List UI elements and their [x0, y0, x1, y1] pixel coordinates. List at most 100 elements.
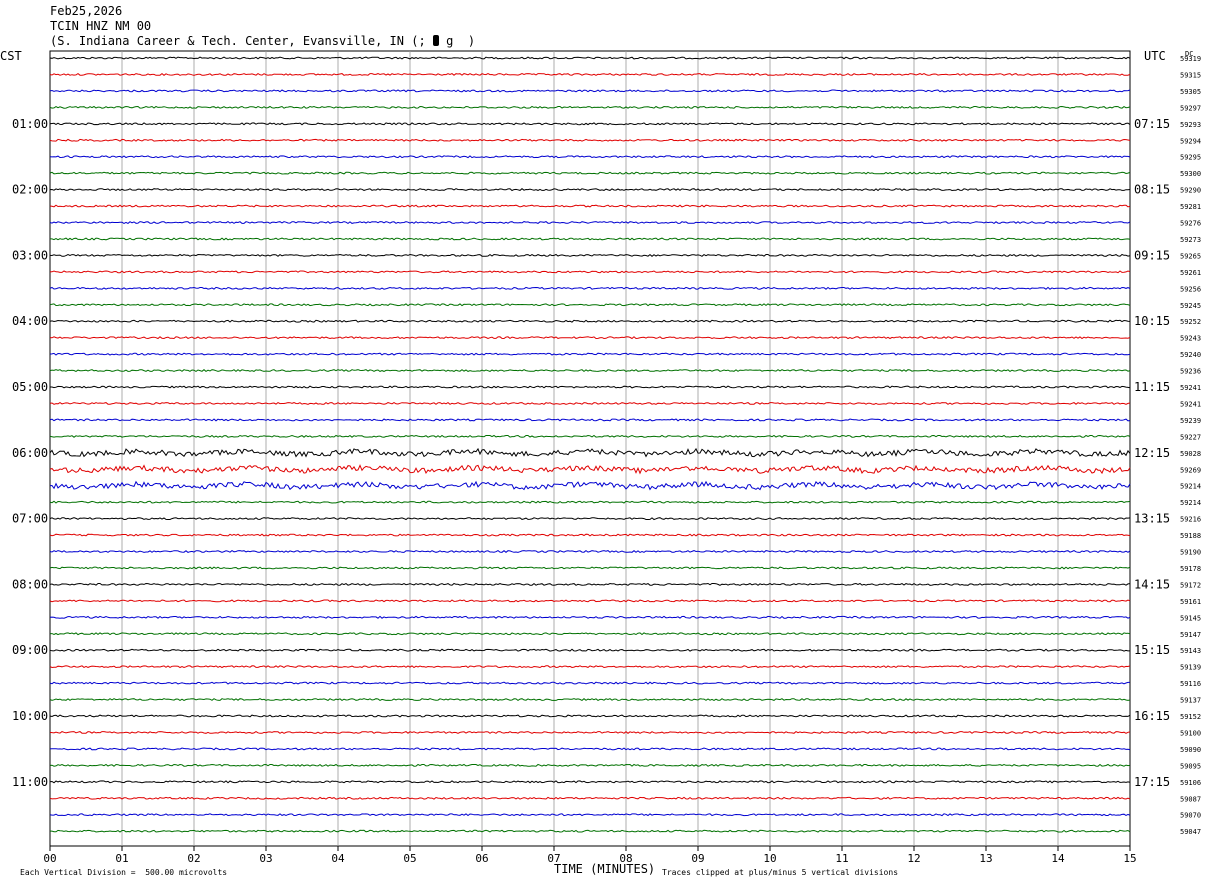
dc-offset-label: 59295 [1180, 154, 1201, 162]
right-hour-label: 08:15 [1134, 183, 1170, 197]
dc-offset-label: 59214 [1180, 499, 1201, 507]
trace-line [49, 665, 1131, 669]
plot-frame [49, 50, 1131, 847]
dc-offset-label: 59269 [1180, 466, 1201, 474]
dc-offset-label: 59256 [1180, 285, 1201, 293]
dc-offset-label: 59276 [1180, 220, 1201, 228]
right-hour-label: 09:15 [1134, 248, 1170, 262]
left-hour-label: 10:00 [12, 709, 48, 723]
dc-offset-label: 59116 [1180, 680, 1201, 688]
trace-line [49, 220, 1131, 225]
right-timezone-label: UTC [1144, 49, 1166, 63]
trace-line [49, 56, 1131, 60]
trace-line [49, 155, 1131, 159]
trace-line [49, 171, 1131, 175]
trace-line [49, 204, 1131, 208]
scale-note: Each Vertical Division = 500.00 microvol… [20, 868, 228, 877]
trace-line [49, 352, 1131, 356]
right-hour-label: 07:15 [1134, 117, 1170, 131]
dc-offset-label: 59145 [1180, 614, 1201, 622]
x-tick-label: 14 [1051, 852, 1065, 865]
trace-line [49, 447, 1131, 458]
right-hour-label: 10:15 [1134, 314, 1170, 328]
x-tick-label: 06 [475, 852, 488, 865]
left-hour-label: 05:00 [12, 380, 48, 394]
trace-line [49, 319, 1131, 323]
x-tick-label: 02 [187, 852, 200, 865]
dc-offset-label: 59143 [1180, 647, 1201, 655]
location-text: (S. Indiana Career & Tech. Center, Evans… [50, 34, 426, 48]
trace-line [49, 434, 1131, 438]
clip-note: Traces clipped at plus/minus 5 vertical … [662, 868, 899, 877]
dc-offset-label: 59293 [1180, 121, 1201, 129]
trace-line [49, 747, 1131, 751]
x-tick-label: 13 [979, 852, 992, 865]
trace-line [49, 253, 1131, 257]
seismic-traces [49, 56, 1131, 833]
dc-offset-label: 59252 [1180, 318, 1201, 326]
dc-offset-label: 59190 [1180, 549, 1201, 557]
x-tick-label: 12 [907, 852, 920, 865]
right-hour-label: 13:15 [1134, 512, 1170, 526]
dc-offset-label: 59290 [1180, 187, 1201, 195]
left-hour-label: 02:00 [12, 183, 48, 197]
dc-offset-label: 59137 [1180, 697, 1201, 705]
right-hour-label: 12:15 [1134, 446, 1170, 460]
dc-offset-label: 59139 [1180, 664, 1201, 672]
right-hour-label: 11:15 [1134, 380, 1170, 394]
x-tick-label: 10 [763, 852, 776, 865]
trace-line [49, 533, 1131, 537]
trace-line [49, 796, 1131, 800]
left-hour-label: 08:00 [12, 577, 48, 591]
dc-offset-label: 59070 [1180, 812, 1201, 820]
x-axis-title: TIME (MINUTES) [554, 862, 655, 876]
dc-offset-label: 59172 [1180, 581, 1201, 589]
dc-offset-label: 59152 [1180, 713, 1201, 721]
trace-line [50, 385, 1131, 389]
left-hour-label: 11:00 [12, 775, 48, 789]
trace-line [49, 698, 1131, 702]
right-hour-label: 15:15 [1134, 643, 1170, 657]
left-hour-label: 07:00 [12, 512, 48, 526]
dc-offset-label: 59241 [1180, 400, 1201, 408]
dc-offset-label: 59236 [1180, 368, 1201, 376]
dc-offset-label: 59297 [1180, 104, 1201, 112]
x-tick-label: 07 [547, 852, 560, 865]
dc-offset-label: 59100 [1180, 729, 1201, 737]
dc-offset-label: 59214 [1180, 483, 1201, 491]
trace-line [49, 730, 1131, 734]
trace-line [49, 303, 1131, 307]
dc-offset-label: 59265 [1180, 252, 1201, 260]
x-tick-label: 11 [835, 852, 848, 865]
dc-offset-label: 59305 [1180, 88, 1201, 96]
trace-line [50, 829, 1131, 833]
dc-offset-label: 59294 [1180, 137, 1201, 145]
trace-line [49, 480, 1131, 491]
trace-line [49, 632, 1131, 636]
trace-line [50, 237, 1131, 241]
dc-offset-label: 59243 [1180, 335, 1201, 343]
trace-line [49, 549, 1131, 554]
dc-offset-label: 59095 [1180, 762, 1201, 770]
dc-offset-label: 59188 [1180, 532, 1201, 540]
right-hour-label: 17:15 [1134, 775, 1170, 789]
right-hour-labels: 07:15 08:15 09:15 10:15 11:15 12:15 13:15 14:15… [1134, 117, 1170, 789]
dc-offset-label: 59240 [1180, 351, 1201, 359]
trace-line [49, 105, 1131, 109]
trace-line [49, 286, 1131, 290]
dc-offset-label: 59087 [1180, 795, 1201, 803]
x-tick-label: 05 [403, 852, 416, 865]
x-tick-label: 04 [331, 852, 345, 865]
location-suffix: g ) [446, 34, 476, 48]
trace-line [49, 582, 1131, 586]
trace-line [49, 780, 1131, 784]
dc-offset-label: 59161 [1180, 598, 1201, 606]
trace-line [49, 72, 1131, 76]
trace-line [49, 138, 1131, 142]
dc-offset-label: 59028 [1180, 450, 1201, 458]
plot-date: Feb25,2026 [50, 4, 123, 18]
x-tick-label: 03 [259, 852, 272, 865]
gridlines [121, 51, 1059, 846]
dc-offset-label: 59239 [1180, 417, 1201, 425]
